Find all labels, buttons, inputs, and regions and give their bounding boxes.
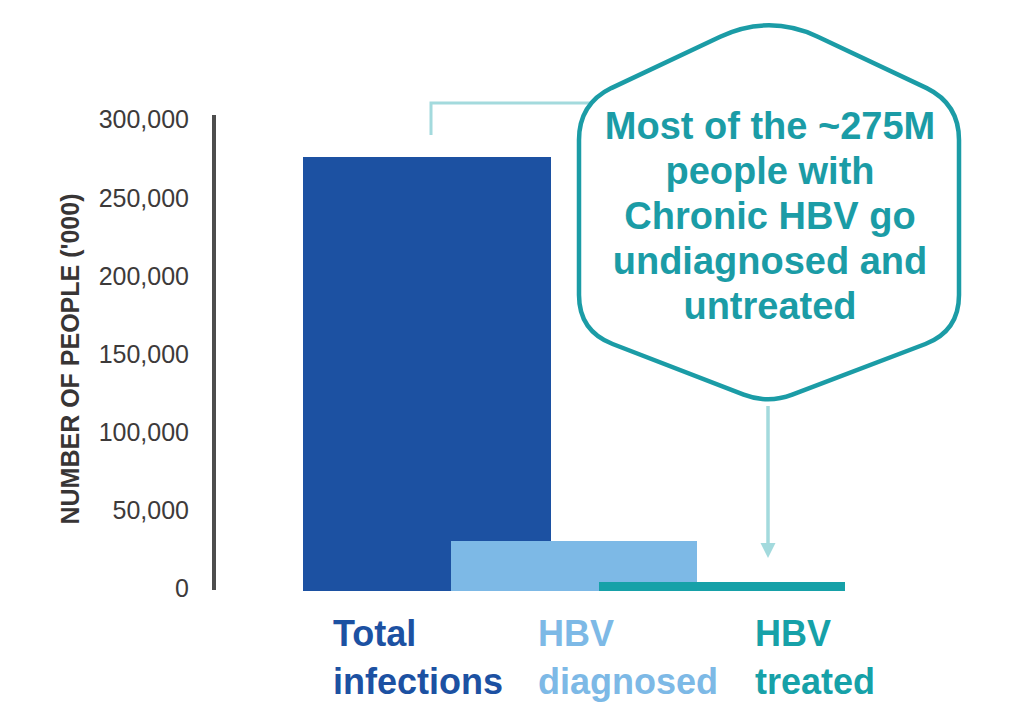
category-label-hbv-treated: HBV treated xyxy=(755,610,875,706)
y-tick-label: 300,000 xyxy=(0,104,189,134)
category-label-total-infections: Total infections xyxy=(333,610,503,706)
y-tick-label: 50,000 xyxy=(0,495,189,525)
callout-arrow-head xyxy=(761,543,776,558)
category-label-hbv-diagnosed: HBV diagnosed xyxy=(538,610,718,706)
y-tick-label: 150,000 xyxy=(0,339,189,369)
y-tick-label: 250,000 xyxy=(0,183,189,213)
y-tick-label: 0 xyxy=(0,573,189,603)
bar-total-infections xyxy=(303,157,551,591)
y-tick-label: 200,000 xyxy=(0,261,189,291)
y-tick-label: 100,000 xyxy=(0,417,189,447)
callout-text: Most of the ~275M people with Chronic HB… xyxy=(580,104,960,329)
callout-connector-bracket xyxy=(431,103,595,135)
bar-hbv-treated xyxy=(599,582,845,592)
y-axis-line xyxy=(212,115,216,590)
